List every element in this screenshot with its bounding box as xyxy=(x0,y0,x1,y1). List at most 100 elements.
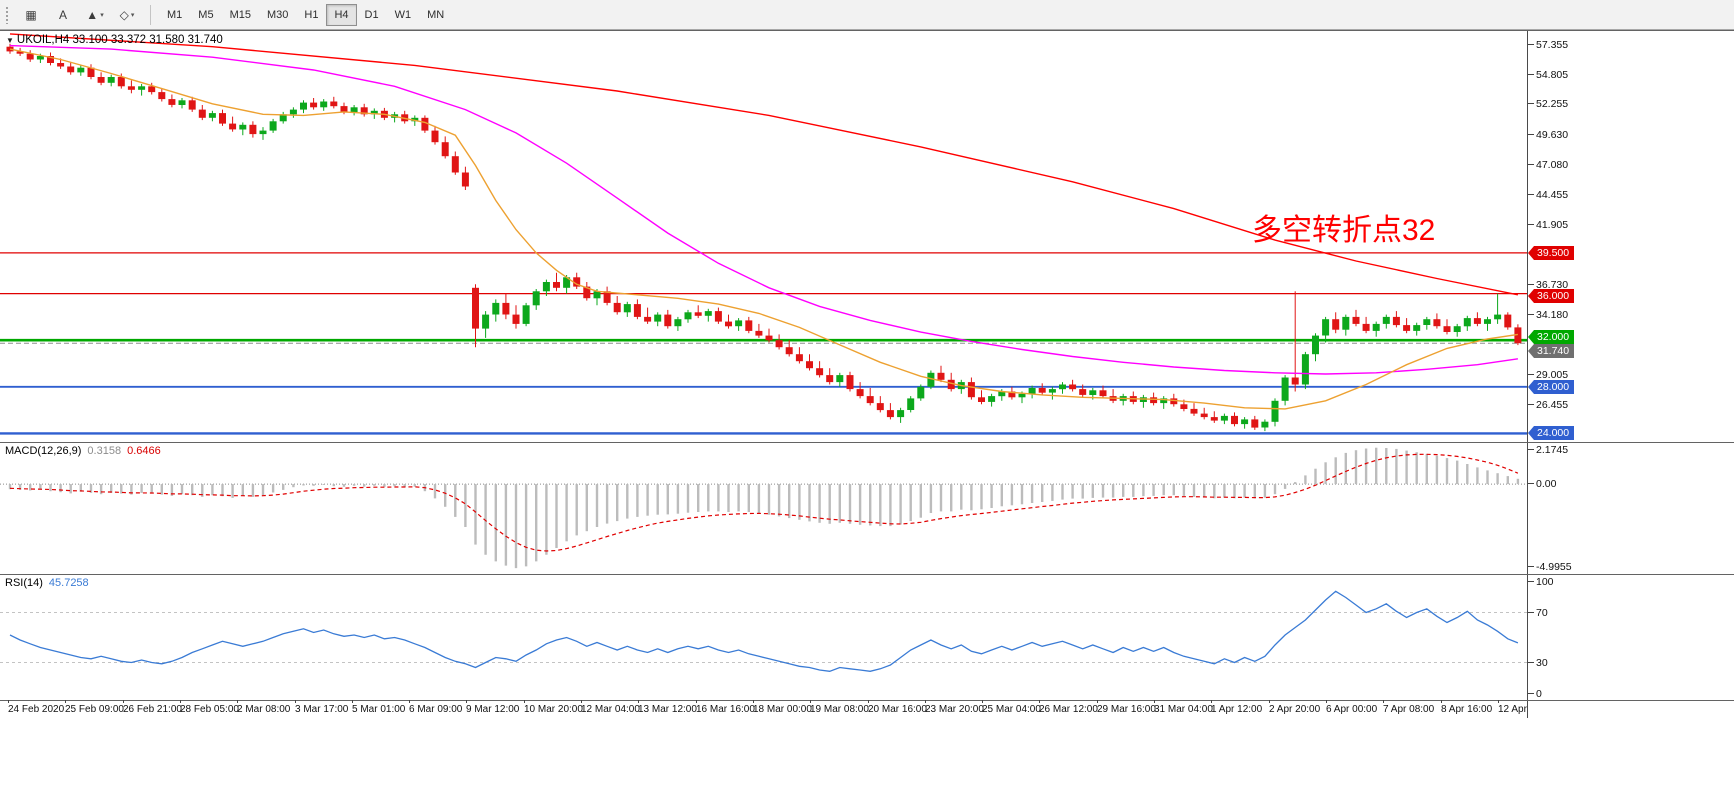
rsi-axis-label: 100 xyxy=(1528,576,1554,588)
toolbar-tools-group: ▦ A ▲ ▾ ◇ ▾ xyxy=(16,3,142,27)
price-tag-31.740: 31.740 xyxy=(1528,344,1575,358)
timeframe-button-mn[interactable]: MN xyxy=(427,8,445,21)
shapes-tool-button[interactable]: ◇ ▾ xyxy=(112,3,142,27)
cursor-tool-icon: ▲ xyxy=(86,7,99,22)
rsi-panel[interactable]: RSI(14) 45.7258 xyxy=(0,575,1528,700)
price-axis-label: 54.805 xyxy=(1527,69,1569,81)
price-tag-32.000: 32.000 xyxy=(1528,330,1575,344)
grid-tool-icon: ▦ xyxy=(25,7,37,22)
rsi-axis-label: 0 xyxy=(1528,688,1542,700)
time-axis-label: 8 Apr 16:00 xyxy=(1441,700,1493,715)
time-axis-label: 25 Feb 09:00 xyxy=(65,700,124,715)
macd-panel[interactable]: MACD(12,26,9) 0.3158 0.6466 xyxy=(0,443,1528,574)
time-axis-label: 20 Mar 16:00 xyxy=(868,700,927,715)
price-axis-label: 49.630 xyxy=(1527,129,1569,141)
macd-axis-label: 2.1745 xyxy=(1527,444,1569,456)
timeframe-button-m5[interactable]: M5 xyxy=(198,8,214,21)
price-scale[interactable]: 57.355 54.805 52.255 49.630 47.080 44.455 41.9… xyxy=(1527,31,1734,442)
time-axis-label: 29 Mar 16:00 xyxy=(1097,700,1156,715)
time-axis-label: 2 Mar 08:00 xyxy=(237,700,291,715)
timeframe-button-d1[interactable]: D1 xyxy=(364,8,379,21)
macd-axis-label: -4.9955 xyxy=(1528,561,1572,573)
timeframe-button-w1[interactable]: W1 xyxy=(394,8,412,21)
symbol-ohlc-text: UKOIL,H4 33.100 33.372 31.580 31.740 xyxy=(16,34,223,46)
time-axis-label: 10 Mar 20:00 xyxy=(524,700,583,715)
price-axis-label: 52.255 xyxy=(1527,98,1569,110)
time-axis-label: 1 Apr 12:00 xyxy=(1211,700,1263,715)
price-tag-39.500: 39.500 xyxy=(1528,246,1575,260)
time-axis-label: 7 Apr 08:00 xyxy=(1383,700,1435,715)
time-axis-corner xyxy=(1528,701,1734,718)
price-chart-row: ▼ UKOIL,H4 33.100 33.372 31.580 31.740 多空… xyxy=(0,30,1734,442)
symbol-collapse-icon[interactable]: ▼ xyxy=(6,36,14,45)
time-axis-label: 25 Mar 04:00 xyxy=(982,700,1041,715)
annotation-text: 多空转折点32 xyxy=(1252,214,1436,247)
price-chart-panel[interactable]: ▼ UKOIL,H4 33.100 33.372 31.580 31.740 多空… xyxy=(0,31,1528,442)
price-tag-24.000: 24.000 xyxy=(1528,426,1575,440)
grid-tool-button[interactable]: ▦ xyxy=(16,3,46,27)
macd-value: 0.3158 xyxy=(87,445,122,457)
macd-signal-value: 0.6466 xyxy=(127,445,161,457)
price-axis-label: 41.905 xyxy=(1527,219,1569,231)
rsi-panel-row: RSI(14) 45.7258 100 70 30 0 xyxy=(0,574,1734,700)
price-axis-label: 29.005 xyxy=(1527,369,1569,381)
time-axis-label: 24 Feb 2020 xyxy=(8,700,65,715)
time-axis-label: 13 Mar 12:00 xyxy=(638,700,697,715)
time-axis-label: 18 Mar 00:00 xyxy=(753,700,812,715)
price-chart-canvas[interactable] xyxy=(0,31,1527,442)
toolbar-separator xyxy=(150,4,151,25)
dropdown-caret-icon: ▾ xyxy=(100,11,104,19)
rsi-value: 45.7258 xyxy=(48,577,89,589)
toolbar-timeframes-group: M1 M5 M15 M30 H1 H4 D1 W1 MN xyxy=(159,3,452,26)
main-toolbar: ▦ A ▲ ▾ ◇ ▾ M1 M5 M15 M30 H1 H4 D1 W1 MN xyxy=(0,0,1734,30)
time-axis-row: 24 Feb 2020 25 Feb 09:00 26 Feb 21:00 28 Fe… xyxy=(0,700,1734,718)
price-axis-label: 57.355 xyxy=(1527,39,1569,51)
macd-axis-label: 0.00 xyxy=(1527,478,1557,490)
time-axis[interactable]: 24 Feb 2020 25 Feb 09:00 26 Feb 21:00 28 Fe… xyxy=(0,700,1555,718)
rsi-scale[interactable]: 100 70 30 0 xyxy=(1528,575,1734,700)
cursor-tool-button[interactable]: ▲ ▾ xyxy=(80,3,110,27)
time-axis-label: 28 Feb 05:00 xyxy=(180,700,239,715)
timeframe-button-m1[interactable]: M1 xyxy=(167,8,183,21)
time-axis-label: 2 Apr 20:00 xyxy=(1269,700,1321,715)
time-axis-label: 31 Mar 04:00 xyxy=(1154,700,1213,715)
time-axis-label: 12 Apr 23:00 xyxy=(1498,700,1555,715)
window-filler xyxy=(0,718,1734,796)
time-axis-label: 9 Mar 12:00 xyxy=(466,700,520,715)
rsi-chart-canvas[interactable] xyxy=(0,575,1527,700)
time-axis-label: 26 Mar 12:00 xyxy=(1039,700,1098,715)
time-axis-label: 5 Mar 01:00 xyxy=(352,700,406,715)
toolbar-grip[interactable] xyxy=(5,5,10,24)
timeframe-button-h4[interactable]: H4 xyxy=(326,3,357,26)
time-axis-label: 19 Mar 08:00 xyxy=(810,700,869,715)
rsi-label: RSI(14) 45.7258 xyxy=(5,577,89,589)
macd-chart-canvas[interactable] xyxy=(0,443,1527,574)
dropdown-caret-icon: ▾ xyxy=(130,11,135,19)
shapes-tool-icon: ◇ xyxy=(119,7,129,22)
time-axis-label: 23 Mar 20:00 xyxy=(925,700,984,715)
rsi-axis-label: 70 xyxy=(1528,607,1548,619)
price-tag-28.000: 28.000 xyxy=(1528,380,1575,394)
timeframe-button-m15[interactable]: M15 xyxy=(229,8,251,21)
time-axis-label: 6 Apr 00:00 xyxy=(1326,700,1378,715)
text-tool-button[interactable]: A xyxy=(48,3,78,27)
macd-scale[interactable]: 2.1745 0.00 -4.9955 xyxy=(1527,443,1734,574)
price-axis-label: 36.730 xyxy=(1527,279,1569,291)
macd-panel-row: MACD(12,26,9) 0.3158 0.6466 2.1745 0.00 -4.9… xyxy=(0,442,1734,574)
time-axis-label: 12 Mar 04:00 xyxy=(581,700,640,715)
symbol-ohlc-label: ▼ UKOIL,H4 33.100 33.372 31.580 31.740 xyxy=(6,34,223,46)
macd-label: MACD(12,26,9) 0.3158 0.6466 xyxy=(5,445,161,457)
price-axis-label: 34.180 xyxy=(1527,309,1569,321)
timeframe-button-m30[interactable]: M30 xyxy=(266,8,289,21)
time-axis-label: 3 Mar 17:00 xyxy=(295,700,349,715)
timeframe-button-h1[interactable]: H1 xyxy=(304,8,319,21)
time-axis-label: 16 Mar 16:00 xyxy=(696,700,755,715)
price-tag-36.000: 36.000 xyxy=(1528,289,1575,303)
price-axis-label: 26.455 xyxy=(1527,399,1569,411)
text-tool-icon: A xyxy=(58,7,67,22)
rsi-name: RSI(14) xyxy=(5,577,43,589)
price-axis-label: 44.455 xyxy=(1527,189,1569,201)
price-axis-label: 47.080 xyxy=(1527,159,1569,171)
time-axis-label: 6 Mar 09:00 xyxy=(409,700,463,715)
rsi-axis-label: 30 xyxy=(1528,657,1548,669)
